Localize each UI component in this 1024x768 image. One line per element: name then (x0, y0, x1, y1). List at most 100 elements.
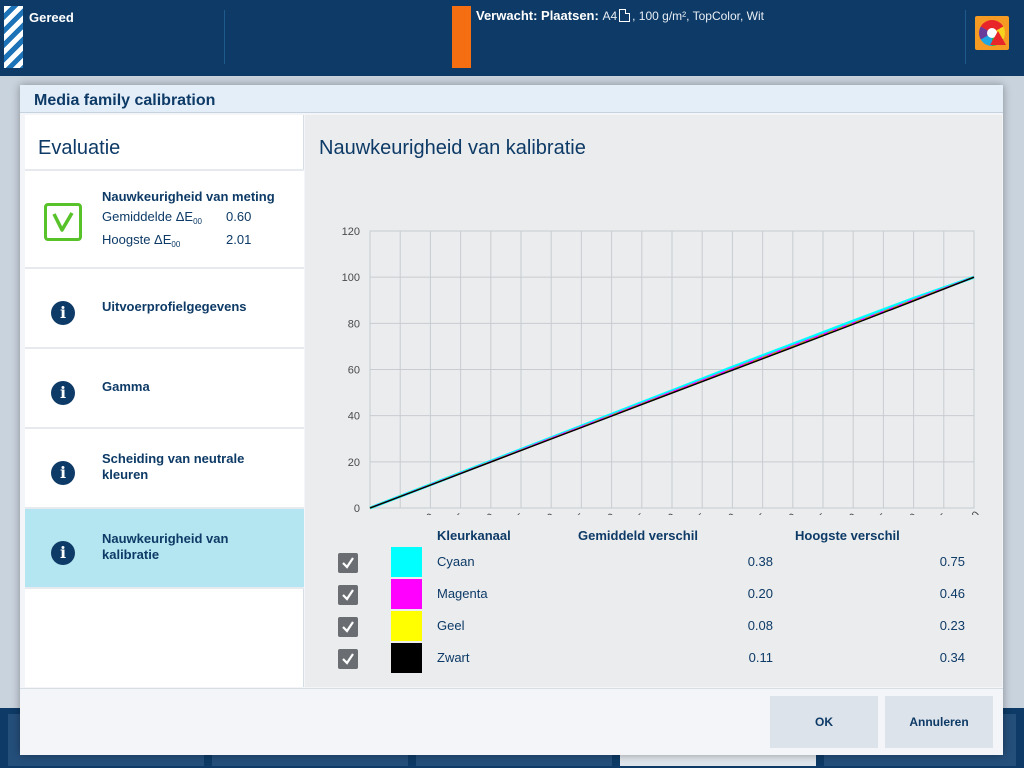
color-wheel-warning-icon[interactable] (975, 16, 1009, 50)
x-tick-label: 60 (722, 511, 739, 515)
ok-button[interactable]: OK (770, 696, 878, 748)
item-label: Scheiding van neutrale kleuren (102, 451, 245, 482)
x-tick-label: 25 (510, 511, 527, 515)
evaluation-title: Evaluatie (38, 137, 121, 159)
legend-row-magenta: Magenta 0.20 0.46 (305, 578, 1002, 610)
item-label: Uitvoerprofielgegevens (102, 299, 247, 314)
x-tick-label: 100 (961, 509, 982, 515)
metric-average: Gemiddelde ΔE00 0.60 (102, 209, 292, 226)
x-tick-label: 90 (903, 511, 920, 515)
x-tick-label: 50 (661, 511, 678, 515)
color-swatch (391, 611, 422, 641)
document-icon (619, 9, 631, 22)
calibration-dialog: Media family calibration Evaluatie Nauwk… (20, 85, 1003, 755)
x-tick-label: 5 (392, 513, 405, 515)
metric-highest: Hoogste ΔE00 2.01 (102, 232, 292, 249)
item-label: Nauwkeurigheid van kalibratie (102, 531, 229, 562)
highest-value: 0.34 (939, 650, 965, 665)
series-line-zwart (369, 276, 975, 509)
info-icon: i (51, 461, 75, 485)
evaluation-list: Evaluatie Nauwkeurigheid van meting Gemi… (25, 115, 304, 687)
y-tick-label: 80 (348, 318, 360, 330)
x-tick-label: 65 (752, 511, 769, 515)
list-item-output-profile[interactable]: i Uitvoerprofielgegevens (25, 267, 304, 347)
metric-label: Hoogste ΔE (102, 232, 172, 247)
dialog-titlebar: Media family calibration (20, 85, 1003, 113)
y-tick-label: 100 (342, 272, 360, 284)
channel-name: Zwart (437, 650, 470, 665)
channel-checkbox[interactable] (338, 585, 358, 605)
metric-subscript: 00 (171, 240, 181, 249)
info-icon: i (51, 541, 75, 565)
average-value: 0.20 (747, 586, 773, 601)
average-value: 0.38 (747, 554, 773, 569)
x-tick-label: 80 (843, 511, 860, 515)
header-highest: Hoogste verschil (795, 528, 900, 543)
average-value: 0.11 (748, 650, 773, 665)
color-swatch (391, 643, 422, 673)
legend-row-black: Zwart 0.11 0.34 (305, 642, 1002, 674)
top-status-bar: Gereed Verwacht: Plaatsen: A4 , 100 g/m²,… (0, 0, 1024, 76)
expected-media[interactable]: Verwacht: Plaatsen: A4 , 100 g/m², TopCol… (476, 8, 764, 23)
x-tick-label: 15 (450, 511, 467, 515)
item-label: Nauwkeurigheid van meting (102, 189, 275, 204)
x-tick-label: 40 (601, 511, 618, 515)
channel-checkbox[interactable] (338, 649, 358, 669)
list-item-gamma[interactable]: i Gamma (25, 347, 304, 427)
x-tick-label: 75 (812, 511, 829, 515)
channel-checkbox[interactable] (338, 617, 358, 637)
x-tick-label: 85 (873, 511, 890, 515)
y-tick-label: 0 (354, 503, 360, 515)
detail-title: Nauwkeurigheid van kalibratie (319, 137, 586, 159)
list-item-measurement-accuracy[interactable]: Nauwkeurigheid van meting Gemiddelde ΔE0… (25, 169, 304, 267)
highest-value: 0.46 (939, 586, 965, 601)
metric-subscript: 00 (193, 217, 202, 226)
y-tick-label: 40 (348, 411, 360, 423)
divider (224, 10, 225, 64)
expected-label: Verwacht: Plaatsen: (476, 8, 599, 23)
channel-name: Geel (437, 618, 465, 633)
media-color-indicator (452, 6, 471, 68)
x-tick-label: 35 (571, 511, 588, 515)
dialog-footer: OK Annuleren (20, 688, 1003, 755)
header-channel: Kleurkanaal (437, 528, 511, 543)
average-value: 0.08 (747, 618, 773, 633)
item-label: Gamma (102, 379, 150, 394)
color-swatch (391, 579, 422, 609)
divider (965, 10, 966, 64)
dialog-title: Media family calibration (34, 92, 216, 109)
highest-value: 0.23 (939, 618, 965, 633)
list-item-calibration-accuracy[interactable]: i Nauwkeurigheid van kalibratie (25, 507, 304, 587)
x-tick-label: 20 (480, 511, 497, 515)
x-tick-label: 0 (361, 513, 374, 515)
y-tick-label: 60 (348, 365, 360, 377)
channel-name: Cyaan (437, 554, 475, 569)
x-tick-label: 45 (631, 511, 648, 515)
color-swatch (391, 547, 422, 577)
x-tick-label: 30 (541, 511, 558, 515)
header-average: Gemiddeld verschil (578, 528, 698, 543)
legend-row-yellow: Geel 0.08 0.23 (305, 610, 1002, 642)
metric-value: 2.01 (226, 232, 252, 247)
list-item-neutral-separation[interactable]: i Scheiding van neutrale kleuren (25, 427, 304, 507)
check-icon (44, 203, 82, 241)
metric-value: 0.60 (226, 209, 252, 224)
detail-panel: Nauwkeurigheid van kalibratie 0 20 40 60 80 1… (305, 115, 1002, 687)
info-icon: i (51, 381, 75, 405)
divider (25, 587, 304, 589)
printer-status-icon (4, 6, 23, 68)
warning-icon (990, 31, 1006, 45)
metric-label: Gemiddelde ΔE (102, 209, 194, 224)
printer-state: Gereed (29, 10, 74, 25)
legend-row-cyan: Cyaan 0.38 0.75 (305, 546, 1002, 578)
x-tick-label: 55 (692, 511, 709, 515)
x-tick-label: 70 (782, 511, 799, 515)
highest-value: 0.75 (939, 554, 965, 569)
y-tick-label: 20 (348, 457, 360, 469)
media-size: A4 (602, 9, 618, 23)
channel-name: Magenta (437, 586, 488, 601)
channel-checkbox[interactable] (338, 553, 358, 573)
cancel-button[interactable]: Annuleren (885, 696, 993, 748)
x-tick-label: 95 (933, 511, 950, 515)
media-spec: , 100 g/m², TopColor, Wit (632, 9, 764, 23)
